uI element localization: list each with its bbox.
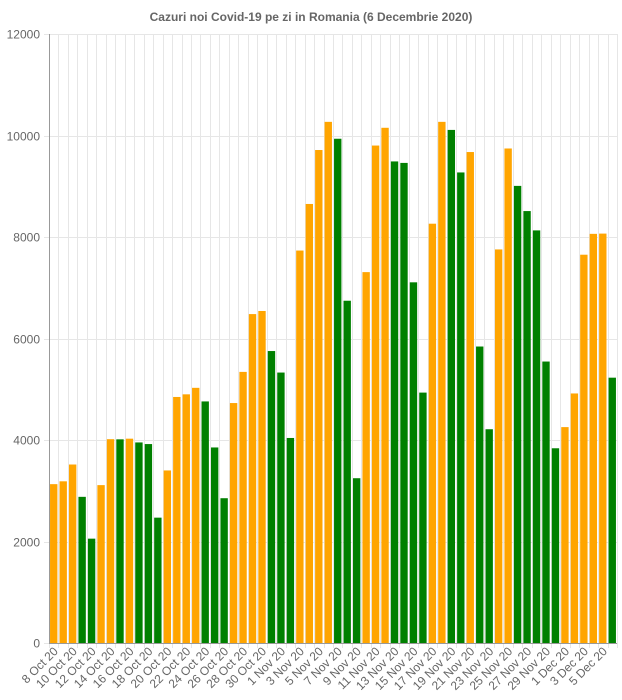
bar [296,250,304,644]
bar [334,138,342,643]
bar [97,485,105,643]
bar [248,314,257,643]
bar [144,444,153,643]
bar [409,282,418,643]
bar [239,371,247,643]
bar [580,254,588,643]
bar [504,148,512,644]
bar [599,233,607,643]
bar [371,145,380,644]
bar [532,230,541,643]
bar [277,372,285,643]
y-tick-label: 12000 [7,28,41,42]
y-tick-label: 6000 [13,333,40,347]
bar [400,162,408,643]
bar [154,517,162,643]
chart-title: Cazuri noi Covid-19 pe zi in Romania (6 … [150,10,473,24]
bar [258,310,266,643]
bar [87,538,96,643]
bar [362,272,370,643]
bar [182,394,190,643]
bar [561,427,569,643]
bar [267,351,276,643]
bar [466,152,474,644]
y-tick-label: 0 [33,637,40,651]
bar [542,361,550,643]
y-tick-label: 2000 [13,536,40,550]
bar [485,429,493,643]
y-tick-label: 10000 [7,130,41,144]
bar [106,439,115,643]
bar [419,392,427,643]
y-tick-label: 8000 [13,231,40,245]
bar [608,377,616,643]
bar [201,401,209,643]
y-axis-tick-labels: 0 2000 4000 6000 8000 10000 12000 [7,28,41,651]
bar [428,223,437,643]
bar [50,484,58,643]
bar [220,498,228,643]
bar [163,470,172,643]
bar [305,203,314,643]
bar [125,438,134,643]
bar [78,496,86,643]
bar [523,211,531,643]
bars [50,121,616,644]
bar [438,121,446,644]
y-tick-label: 4000 [13,434,40,448]
bar [390,161,399,643]
bar [494,249,503,643]
bar [457,172,465,643]
bar [381,127,389,644]
bar [59,481,67,643]
axes [49,34,617,644]
bar [229,403,238,643]
grid-lines [44,34,618,648]
bar [513,185,522,643]
bar [315,150,323,643]
bar [192,387,200,643]
bar [589,233,598,643]
bar [343,300,351,643]
bar [116,439,124,643]
bar [135,442,143,643]
bar [570,393,579,643]
bar [352,478,361,643]
bar [286,437,295,643]
bar [173,396,181,643]
bar [210,447,219,643]
bar [476,346,484,643]
bar [551,448,560,643]
bar [68,464,77,643]
bar [447,129,456,644]
bar [324,121,332,644]
